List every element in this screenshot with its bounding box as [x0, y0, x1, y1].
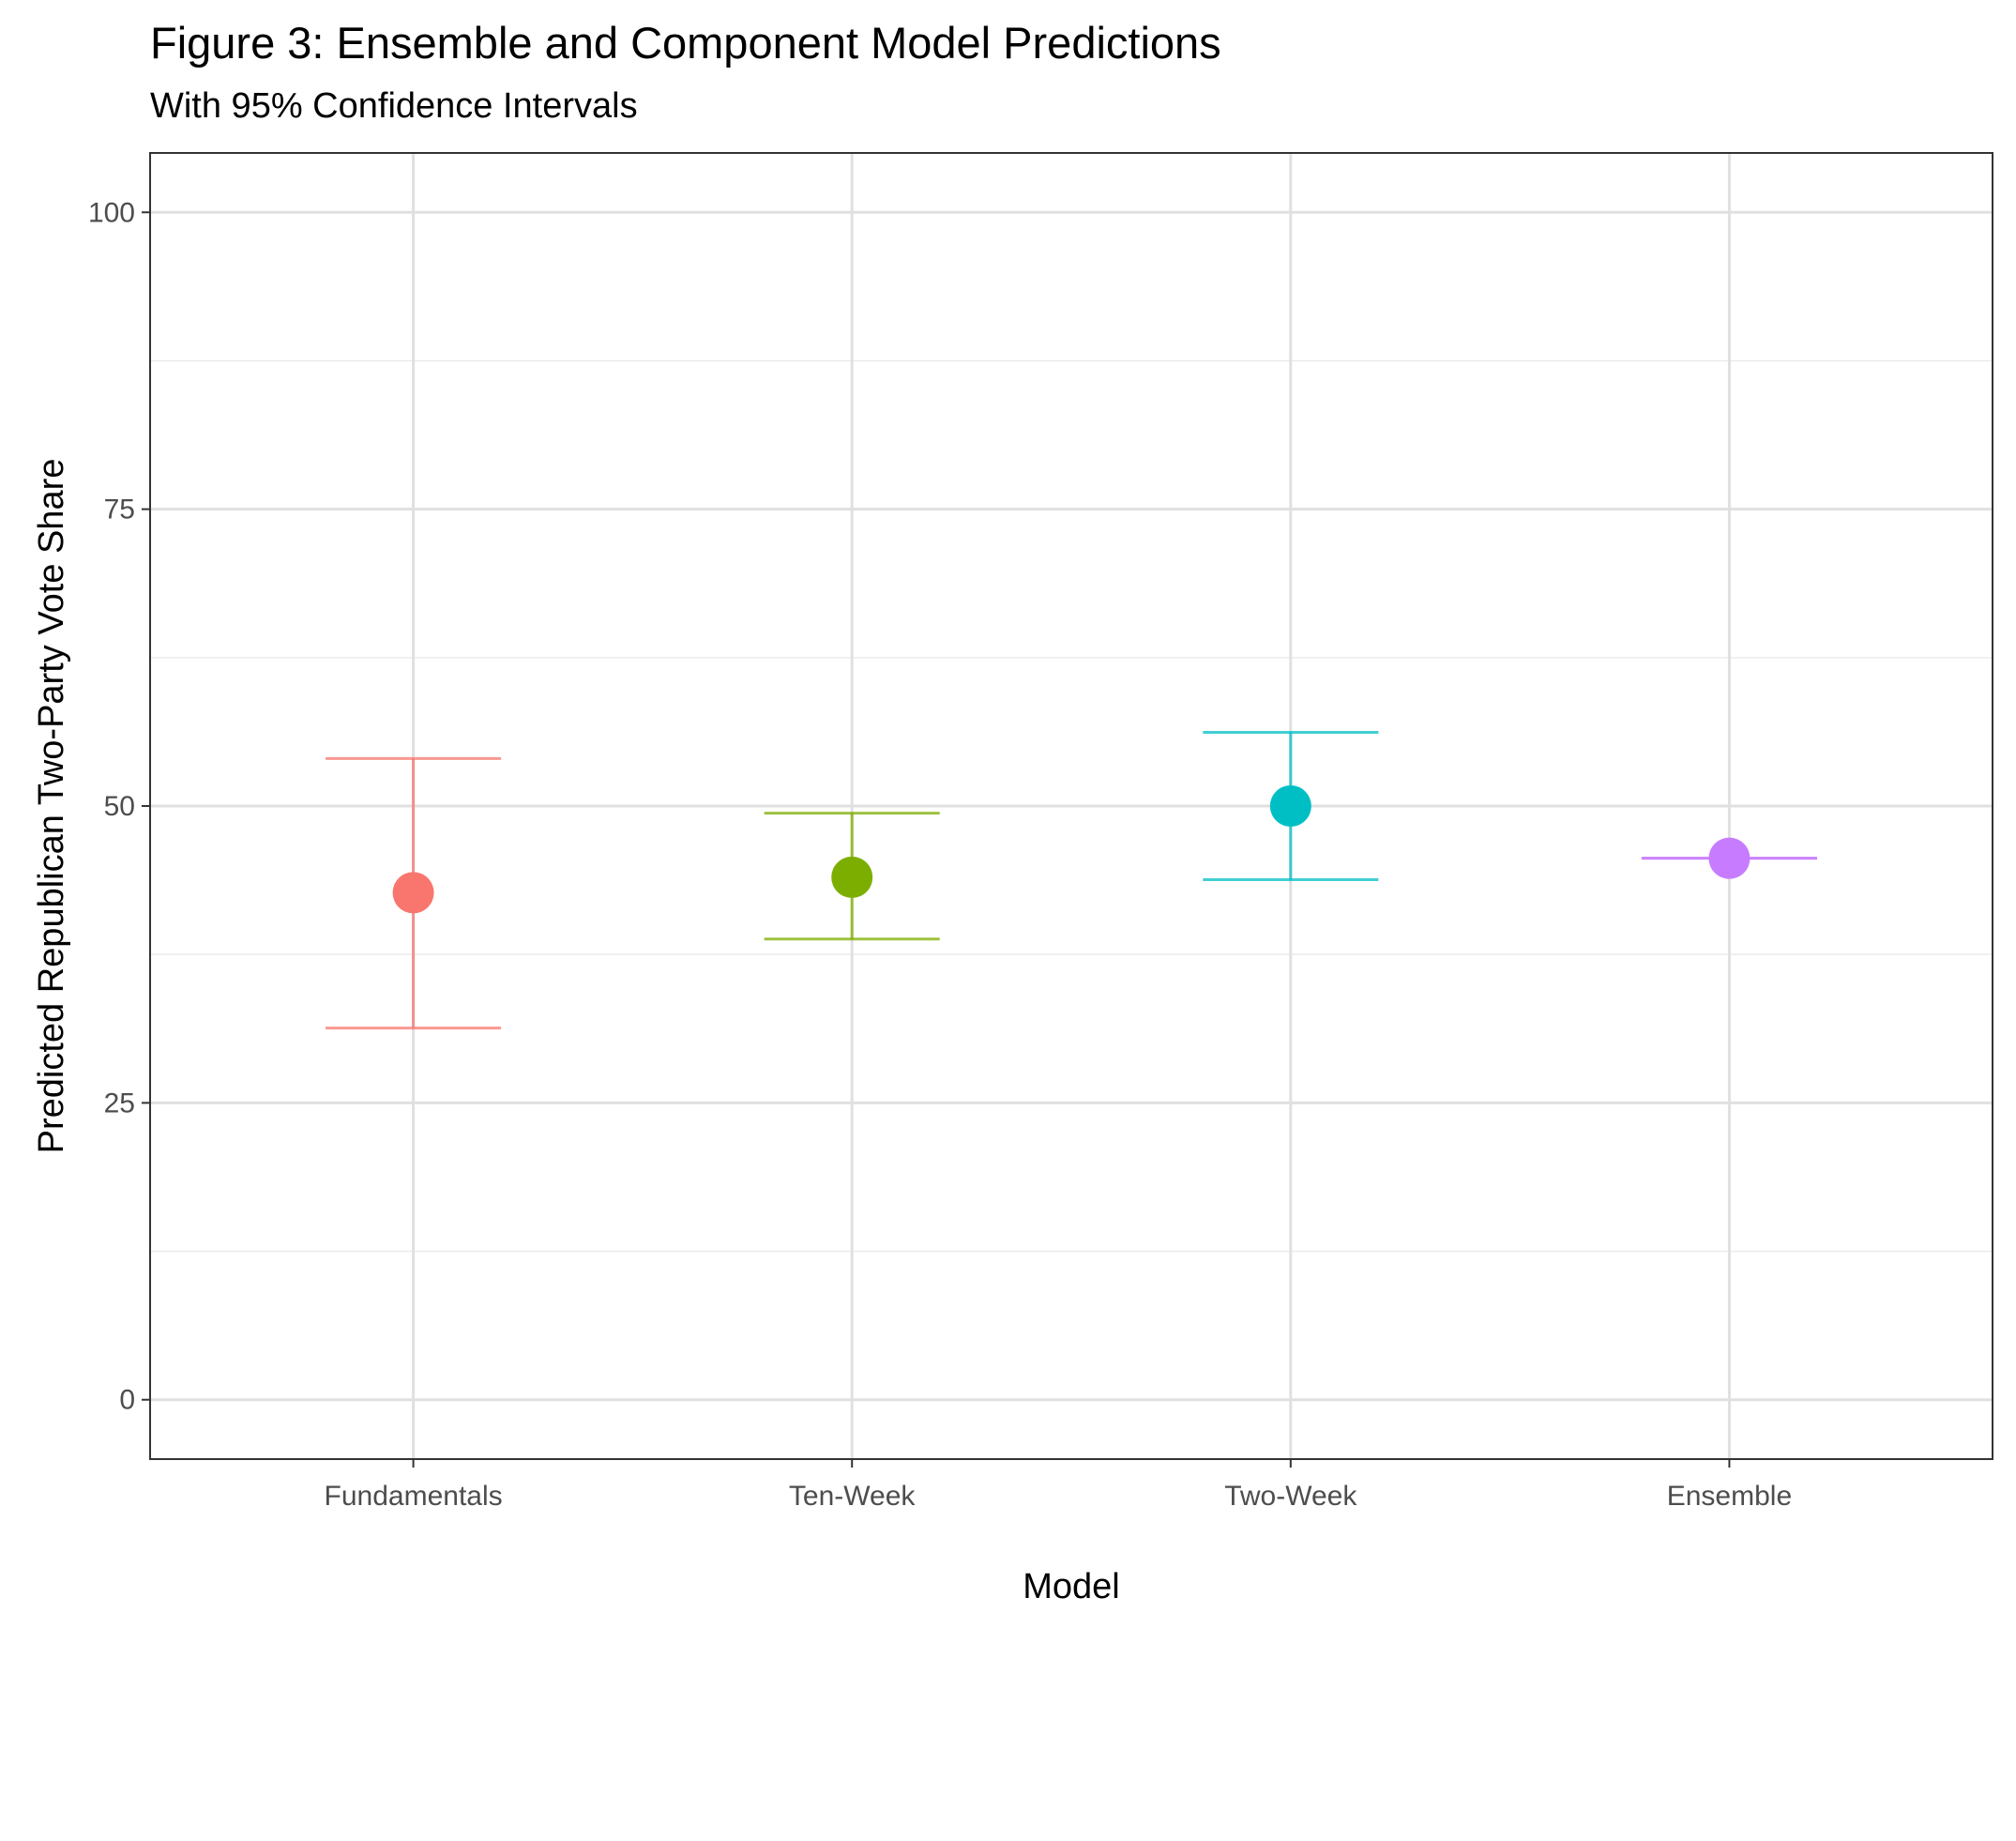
- error-bar-group: [1641, 837, 1817, 879]
- x-tick-label: Ensemble: [1667, 1481, 1792, 1512]
- error-bar-group: [1203, 731, 1379, 881]
- series-layer: [326, 731, 1817, 1030]
- error-bar-group: [764, 812, 940, 941]
- chart-subtitle: With 95% Confidence Intervals: [150, 86, 638, 126]
- axis-layer: 0 25 50 75 100 Fundamentals Ten-Week Two-Week En…: [88, 197, 1792, 1512]
- x-tick-label: Two-Week: [1224, 1481, 1357, 1512]
- estimate-point: [831, 856, 873, 898]
- chart-title: Figure 3: Ensemble and Component Model P…: [150, 18, 1221, 68]
- y-tick-label: 100: [88, 197, 135, 228]
- y-tick-label: 75: [104, 494, 135, 525]
- x-tick-label: Ten-Week: [789, 1481, 917, 1512]
- x-axis-title: Model: [1023, 1567, 1120, 1606]
- estimate-point: [1708, 837, 1751, 879]
- grid-lines: [150, 153, 1993, 1459]
- y-tick-label: 50: [104, 791, 135, 822]
- estimate-point: [1269, 785, 1311, 827]
- error-bar-group: [326, 756, 502, 1030]
- x-tick-label: Fundamentals: [325, 1481, 503, 1512]
- y-axis-title: Predicted Republican Two-Party Vote Shar…: [32, 459, 71, 1154]
- y-tick-label: 25: [104, 1088, 135, 1118]
- y-tick-label: 0: [119, 1385, 135, 1416]
- estimate-point: [392, 872, 434, 914]
